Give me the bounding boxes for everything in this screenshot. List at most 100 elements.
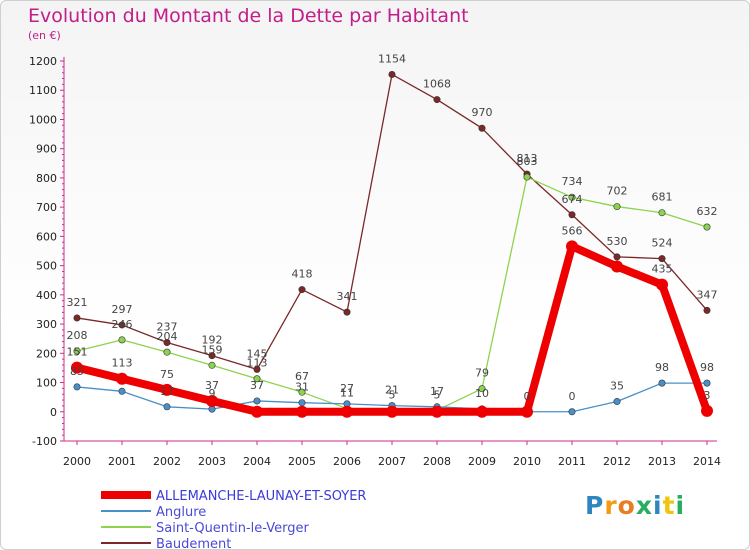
x-tick-label: 2003 (198, 455, 226, 468)
data-label: 17 (430, 385, 444, 398)
data-point (701, 404, 713, 417)
legend: ALLEMANCHE-LAUNAY-ET-SOYERAnglureSaint-Q… (101, 489, 366, 550)
data-label: 79 (475, 367, 489, 380)
x-tick-label: 2013 (648, 455, 676, 468)
data-label: 192 (202, 334, 223, 347)
data-point (613, 203, 621, 211)
x-tick-label: 2002 (153, 455, 181, 468)
x-tick-label: 2000 (63, 455, 91, 468)
data-point (478, 385, 486, 393)
data-label: 85 (70, 365, 84, 378)
chart-subtitle: (en €) (28, 29, 61, 42)
data-point (71, 361, 83, 374)
data-point (118, 321, 126, 329)
y-tick-label: 500 (36, 260, 57, 273)
series-layer (71, 70, 713, 418)
data-label: 418 (292, 268, 313, 281)
data-label: 970 (472, 106, 493, 119)
data-point (73, 347, 81, 355)
y-tick-label: -100 (32, 435, 57, 448)
x-tick-label: 2009 (468, 455, 496, 468)
data-point (161, 383, 173, 396)
data-label: 113 (247, 357, 268, 370)
data-point (566, 240, 578, 253)
data-point (478, 124, 486, 132)
data-label: 237 (157, 320, 178, 333)
data-label: 98 (700, 361, 714, 374)
data-label: 67 (295, 370, 309, 383)
chart-title: Evolution du Montant de la Dette par Hab… (28, 5, 469, 27)
data-point (658, 255, 666, 263)
y-tick-label: 700 (36, 201, 57, 214)
data-label: 734 (562, 175, 583, 188)
data-point (611, 260, 623, 273)
y-tick-label: 200 (36, 347, 57, 360)
data-label: 3 (704, 389, 711, 402)
data-label: 17 (160, 385, 174, 398)
y-tick-label: 300 (36, 318, 57, 331)
data-label: 321 (67, 296, 88, 309)
y-tick-label: 600 (36, 230, 57, 243)
y-tick-label: 900 (36, 143, 57, 156)
data-point (118, 387, 126, 395)
data-point (253, 397, 261, 405)
data-label: 632 (697, 205, 718, 218)
x-tick-label: 2001 (108, 455, 136, 468)
data-point (116, 372, 128, 385)
y-tick-label: 1100 (29, 84, 57, 97)
data-point (433, 96, 441, 104)
data-label: 524 (652, 237, 673, 250)
data-point (163, 348, 171, 356)
data-label: 681 (652, 191, 673, 204)
data-point (253, 375, 261, 383)
data-point (476, 405, 488, 418)
data-point (253, 365, 261, 373)
data-point (656, 278, 668, 291)
data-label: 1068 (423, 78, 451, 91)
data-point (658, 209, 666, 217)
data-label: 0 (524, 390, 531, 403)
data-point (208, 361, 216, 369)
x-tick-label: 2012 (603, 455, 631, 468)
data-point (521, 405, 533, 418)
data-point (298, 286, 306, 294)
data-label: 98 (655, 361, 669, 374)
legend-label: ALLEMANCHE-LAUNAY-ET-SOYER (156, 489, 366, 504)
data-point (388, 70, 396, 78)
data-label: 702 (607, 185, 628, 198)
data-point (296, 405, 308, 418)
data-label: 21 (385, 384, 399, 397)
data-point (73, 314, 81, 322)
data-label: 347 (697, 288, 718, 301)
data-label: 35 (610, 380, 624, 393)
data-point (703, 306, 711, 314)
proxiti-logo: Proxiti (585, 491, 686, 520)
data-label: 5 (389, 388, 396, 401)
data-point (208, 352, 216, 360)
data-label: 37 (250, 379, 264, 392)
data-point (431, 405, 443, 418)
data-point (568, 211, 576, 219)
y-tick-label: 400 (36, 289, 57, 302)
legend-label: Baudement (156, 537, 231, 550)
data-label: 75 (160, 368, 174, 381)
data-label: 5 (434, 388, 441, 401)
data-point (251, 405, 263, 418)
y-tick-label: 1000 (29, 113, 57, 126)
data-label: 31 (295, 381, 309, 394)
x-tick-label: 2011 (558, 455, 586, 468)
x-tick-label: 2014 (693, 455, 721, 468)
data-point (118, 336, 126, 344)
x-tick-label: 2010 (513, 455, 541, 468)
data-label: 813 (517, 152, 538, 165)
data-point (298, 399, 306, 407)
data-label: 37 (205, 379, 219, 392)
legend-label: Anglure (156, 505, 206, 520)
x-tick-label: 2008 (423, 455, 451, 468)
data-point (613, 253, 621, 261)
data-point (206, 394, 218, 407)
data-label: 674 (562, 193, 583, 206)
data-label: 246 (112, 318, 133, 331)
